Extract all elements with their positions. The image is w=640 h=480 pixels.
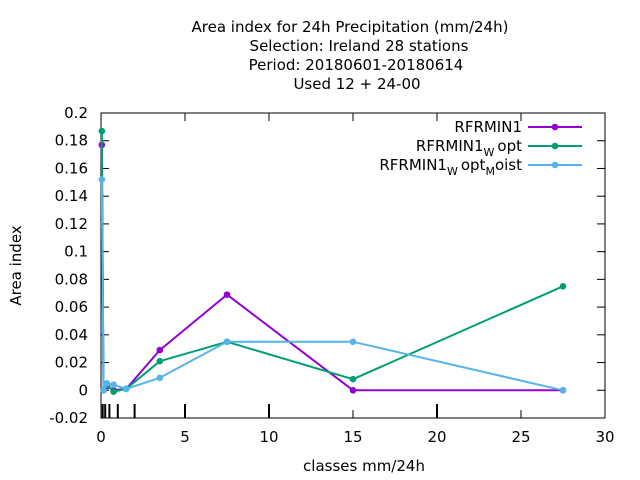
data-point	[223, 338, 231, 346]
y-tick-label: 0.04	[55, 326, 88, 344]
data-point	[349, 375, 357, 383]
y-tick-label: -0.02	[49, 409, 88, 427]
data-point	[122, 385, 130, 393]
legend-marker	[551, 123, 559, 131]
y-tick-label: 0.14	[55, 187, 88, 205]
legend-label: RFRMIN1	[454, 118, 522, 136]
y-axis-label: Area index	[7, 225, 25, 305]
legend-marker	[551, 142, 559, 150]
title-line: Selection: Ireland 28 stations	[250, 37, 469, 55]
y-tick-label: 0.18	[55, 132, 88, 150]
y-tick-label: 0.1	[64, 243, 88, 261]
legend-label: RFRMIN1W optMoist	[379, 156, 522, 178]
series-3	[98, 176, 567, 394]
data-point	[156, 346, 164, 354]
title-line: Area index for 24h Precipitation (mm/24h…	[192, 18, 509, 36]
x-axis-label: classes mm/24h	[303, 457, 425, 475]
y-tick-label: 0	[78, 381, 88, 399]
y-tick-label: 0.06	[55, 298, 88, 316]
x-tick-label: 15	[343, 428, 362, 446]
series-line	[100, 144, 563, 392]
y-tick-label: 0.16	[55, 159, 88, 177]
y-tick-label: 0.2	[64, 104, 88, 122]
data-point	[156, 374, 164, 382]
series-group	[98, 127, 567, 395]
x-tick-label: 0	[96, 428, 106, 446]
data-point	[349, 338, 357, 346]
data-point	[110, 381, 117, 389]
x-tick-label: 30	[595, 428, 614, 446]
x-tick-label: 5	[180, 428, 190, 446]
title-line: Used 12 + 24-00	[293, 75, 420, 93]
title-line: Period: 20180601-20180614	[249, 56, 464, 74]
x-tick-label: 10	[259, 428, 278, 446]
data-point	[100, 386, 107, 394]
data-point	[110, 388, 117, 395]
legend-marker	[551, 161, 559, 169]
data-point	[223, 291, 231, 298]
series-1	[98, 141, 567, 394]
data-point	[559, 386, 567, 394]
data-point	[98, 127, 106, 135]
x-tick-label: 20	[427, 428, 446, 446]
y-tick-label: 0.12	[55, 215, 88, 233]
y-axis: -0.02 0 0.02 0.04 0.06 0.08 0.1 0.12 0.14 0.16 0.1…	[49, 104, 605, 427]
y-tick-label: 0.08	[55, 270, 88, 288]
data-point	[98, 176, 106, 183]
chart-title: Area index for 24h Precipitation (mm/24h…	[192, 18, 509, 93]
x-axis: 0 5 10 15 20 25 30	[96, 113, 615, 446]
data-point	[559, 282, 567, 290]
class-marks	[101, 404, 438, 418]
data-point	[156, 357, 164, 365]
x-tick-label: 25	[511, 428, 530, 446]
y-tick-label: 0.02	[55, 354, 88, 372]
plot-frame	[100, 112, 606, 419]
legend-label: RFRMIN1W opt	[416, 137, 522, 159]
data-point	[349, 386, 357, 394]
data-point	[103, 380, 111, 387]
